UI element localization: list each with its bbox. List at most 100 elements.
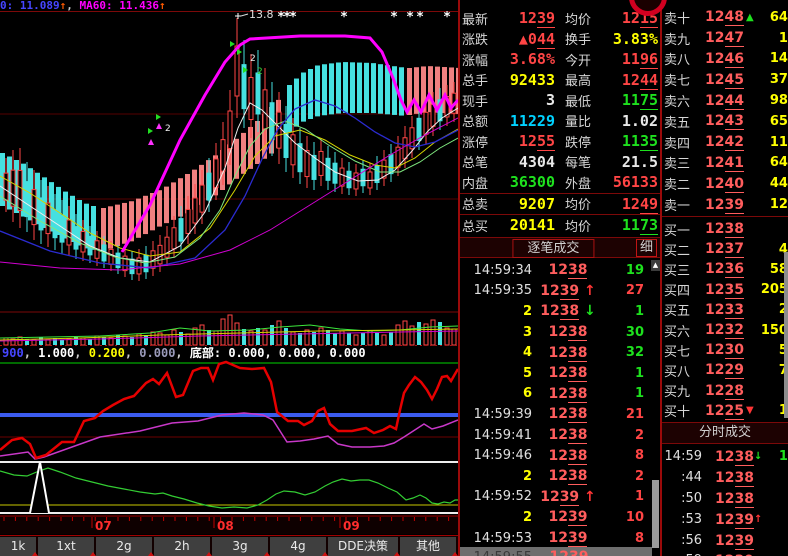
- quote-label: 涨跌: [462, 33, 489, 49]
- volume-pane: [0, 311, 458, 346]
- level-label: 买九: [664, 385, 691, 401]
- trade-volume: 8: [634, 530, 644, 546]
- stock-chart[interactable]: 222* * * * * * * *13.807 08 09: [0, 0, 458, 556]
- trade-volume: 1: [747, 533, 788, 548]
- trade-price: 1239 ↑: [540, 488, 596, 506]
- trade-time: :53: [681, 512, 702, 527]
- tab-3g[interactable]: 3g: [212, 537, 270, 556]
- quote-label: 总额: [462, 115, 489, 131]
- tab-4g[interactable]: 4g: [270, 537, 328, 556]
- order-book-row: 卖十 1248▲ 648: [662, 7, 788, 28]
- trade-time: 14:59:41: [473, 427, 532, 443]
- level-label: 买一: [664, 223, 691, 239]
- tab-DDE决策[interactable]: DDE决策: [328, 537, 400, 556]
- quote-value: 1255: [518, 132, 555, 152]
- text-segment: ,: [74, 347, 89, 360]
- panel-divider: [458, 0, 460, 556]
- asterisk-marker: *: [407, 10, 414, 25]
- scrollbar-thumb[interactable]: [652, 480, 659, 548]
- quote-value: 3.83%: [612, 29, 658, 48]
- quote-row: 现手 3 最低 1175: [460, 90, 660, 111]
- ma-line-yellow: [0, 128, 458, 257]
- quote-label: 均价: [565, 219, 592, 235]
- minute-trades-list: 14:591238↓14:4412382:5012381:531239↑:561…: [662, 446, 788, 551]
- level-volume: 648: [769, 9, 788, 25]
- quote-row: 最新 1239 均价 1215: [460, 8, 660, 29]
- quote-row: 总手 92433 最高 1244: [460, 70, 660, 91]
- trade-price: 1238: [715, 469, 754, 487]
- trade-price: 1238: [715, 448, 754, 466]
- order-book-row: 买八 122974: [662, 360, 788, 380]
- trade-time: :50: [681, 491, 702, 506]
- tick-scrollbar[interactable]: ▲: [651, 260, 660, 556]
- quote-value: 92433: [509, 70, 555, 89]
- order-book-row: 卖二 1240 447: [662, 173, 788, 194]
- trade-price: 1238: [548, 344, 588, 362]
- trade-price: 1238: [548, 262, 588, 280]
- ma-info-bar: 0: 11.089↑, MA60: 11.436↑: [0, 0, 458, 12]
- ma-lines: [0, 34, 458, 271]
- quote-label: 内盘: [462, 176, 489, 192]
- trade-volume: 2: [747, 470, 788, 485]
- trade-volume: 14: [778, 449, 788, 464]
- minute-trade-row: :591239: [662, 550, 788, 556]
- quote-label: 最高: [565, 74, 592, 90]
- quote-value: 1.02: [621, 111, 658, 130]
- trade-volume: 1: [634, 489, 644, 505]
- trade-volume: 10: [625, 509, 644, 525]
- trade-time: 2: [522, 303, 532, 319]
- level-label: 卖九: [664, 32, 691, 48]
- level-volume: 2055: [760, 282, 788, 298]
- quote-rows: 最新 1239 均价 1215 涨跌 ▲044 换手 3.83% 涨幅 3.68% 今开 1196 总手…: [460, 8, 660, 236]
- sell-levels: 卖十 1248▲ 648 卖九 1247 15 卖八 1246 141 卖七 1245 376 卖六 12…: [662, 7, 788, 215]
- level-label: 卖六: [664, 95, 691, 111]
- tick-row: 14:59:34 1238 19: [460, 260, 650, 281]
- book-divider: [662, 216, 788, 217]
- quote-value: 1239: [518, 9, 555, 29]
- detail-button[interactable]: 细: [635, 239, 657, 257]
- level-price: 1225: [705, 402, 744, 420]
- order-book-row: 买九 12283: [662, 381, 788, 401]
- level-volume: 16: [737, 403, 788, 418]
- order-book-row: 买三 1236 583: [662, 259, 788, 279]
- tab-1k[interactable]: 1k: [0, 537, 38, 556]
- trade-time: 6: [522, 386, 532, 402]
- tab-1xt[interactable]: 1xt: [38, 537, 96, 556]
- quote-value: 1244: [621, 70, 658, 90]
- asterisk-marker: *: [444, 10, 451, 25]
- quote-value: 11229: [509, 111, 555, 130]
- asterisk-marker: *: [278, 10, 285, 25]
- trade-time: 14:59: [664, 449, 702, 464]
- quote-row: 总卖 9207 均价 1249: [460, 192, 660, 215]
- level-volume: 113: [769, 134, 788, 150]
- tab-2g[interactable]: 2g: [96, 537, 154, 556]
- tick-trades-header: 逐笔成交 细: [460, 237, 660, 258]
- quote-label: 换手: [565, 33, 592, 49]
- trade-arrow-icon: ↓: [754, 451, 763, 462]
- level-label: 卖五: [664, 115, 691, 131]
- tab-其他[interactable]: 其他: [400, 537, 458, 556]
- order-book-row: 买十 1225▼16: [662, 401, 788, 421]
- level-price: 1236: [705, 261, 744, 279]
- asterisk-marker: *: [284, 10, 291, 25]
- scroll-up-icon[interactable]: ▲: [651, 260, 660, 271]
- trade-volume: 2: [634, 468, 644, 484]
- level-volume: 985: [769, 93, 788, 109]
- right-scrollbar[interactable]: [784, 252, 788, 418]
- quote-label: 今开: [565, 53, 592, 69]
- tab-2h[interactable]: 2h: [154, 537, 212, 556]
- quote-label: 总笔: [462, 156, 489, 172]
- quote-label: 总手: [462, 74, 489, 90]
- level-label: 买四: [664, 284, 691, 300]
- level-volume: 1504: [760, 322, 788, 338]
- level-volume: 74: [737, 363, 788, 378]
- tick-row: 14:59:39 1238 21: [460, 404, 650, 425]
- trade-time: 2: [522, 468, 532, 484]
- level-label: 买二: [664, 243, 691, 259]
- order-book-row: 卖一 1239 123: [662, 194, 788, 215]
- quote-row: 涨停 1255 跌停 1135: [460, 131, 660, 152]
- asterisk-marker: *: [391, 10, 398, 25]
- level-price: 1228: [705, 382, 744, 400]
- trade-volume: 32: [625, 345, 644, 361]
- order-book-row: 卖三 1241 645: [662, 153, 788, 174]
